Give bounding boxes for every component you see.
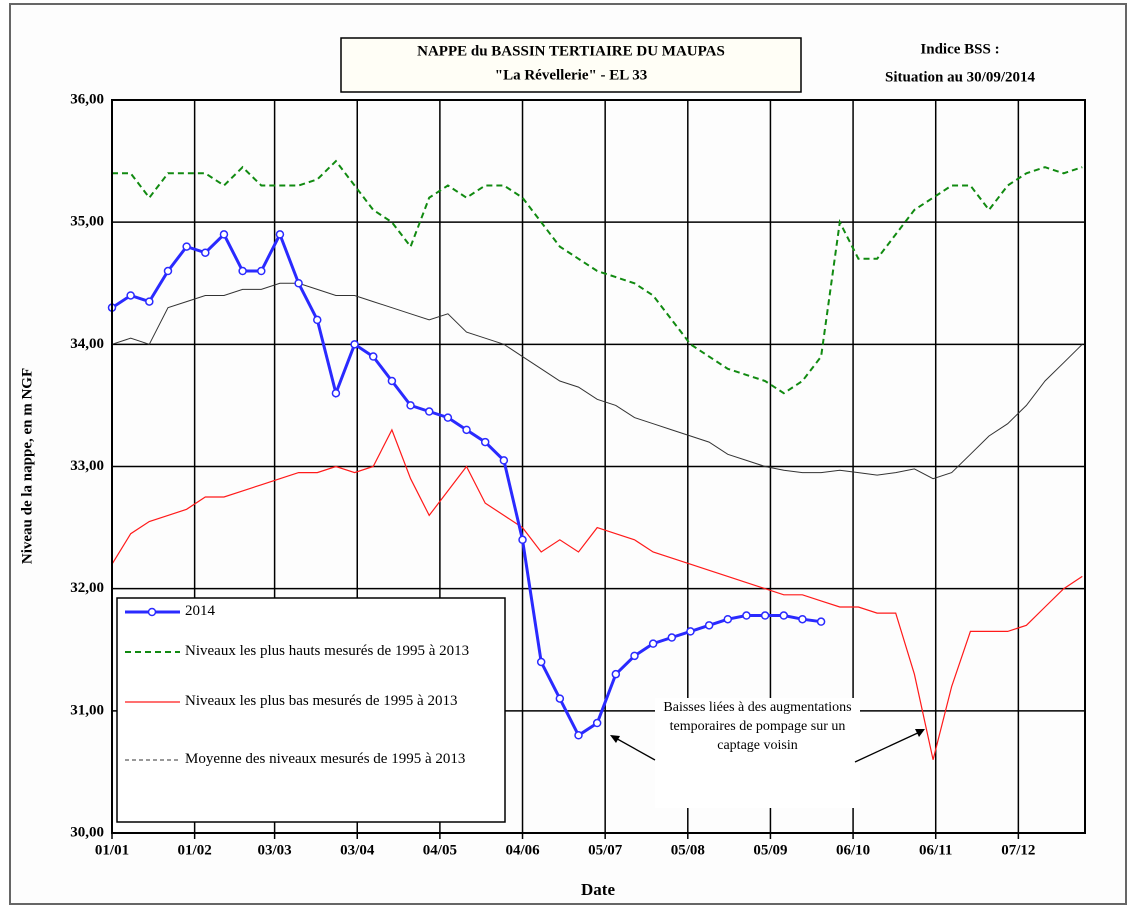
data-point — [686, 627, 695, 636]
data-point — [760, 611, 770, 620]
data-point — [406, 401, 415, 410]
data-point — [667, 633, 677, 642]
y-tick-label: 30,00 — [70, 824, 104, 840]
x-tick-label: 06/10 — [836, 842, 870, 858]
legend-label: 2014 — [185, 603, 215, 619]
legend-entry: Niveaux les plus bas mesurés de 1995 à 2… — [185, 693, 458, 709]
data-point — [313, 315, 322, 325]
data-point — [648, 639, 658, 648]
data-point — [779, 611, 789, 620]
data-point — [294, 279, 303, 288]
info-title: Indice BSS : — [920, 41, 999, 57]
data-point — [499, 456, 509, 465]
y-axis-label: Niveau de la nappe, en m NGF — [19, 368, 35, 564]
x-tick-label: 03/04 — [340, 842, 375, 858]
data-point — [723, 614, 733, 624]
data-point — [350, 340, 359, 349]
x-tick-label: 01/01 — [95, 842, 129, 858]
legend-marker — [147, 607, 157, 617]
annotation: Baisses liées à des augmentations tempor… — [663, 700, 852, 753]
legend-label: Niveaux les plus hauts mesurés de 1995 à… — [185, 643, 470, 659]
x-tick-label: 03/03 — [258, 842, 292, 858]
data-point — [182, 242, 191, 251]
data-point — [555, 694, 565, 703]
x-tick-label: 07/12 — [1001, 842, 1035, 858]
x-tick-label: 01/02 — [178, 842, 212, 858]
y-tick-label: 36,00 — [70, 91, 104, 107]
data-point — [574, 731, 583, 740]
data-point — [798, 614, 807, 624]
data-point — [145, 297, 154, 306]
legend-label: Moyenne des niveaux mesurés de 1995 à 20… — [185, 751, 466, 767]
x-tick-label: 05/08 — [671, 842, 705, 858]
legend-entry: Moyenne des niveaux mesurés de 1995 à 20… — [185, 751, 466, 767]
data-point — [704, 621, 714, 630]
x-axis-label: Date — [581, 880, 615, 899]
data-point — [480, 437, 490, 447]
x-tick-label: 04/05 — [423, 842, 457, 858]
arrow-head — [915, 729, 925, 737]
x-tick-label: 05/07 — [588, 842, 623, 858]
y-tick-label: 31,00 — [70, 702, 104, 718]
data-point — [163, 266, 173, 276]
series-line — [111, 428, 1083, 760]
annotation-box — [655, 698, 860, 808]
legend-label: Niveaux les plus bas mesurés de 1995 à 2… — [185, 693, 458, 709]
data-point — [387, 376, 397, 386]
annotation-text: Baisses liées à des augmentations tempor… — [663, 700, 852, 753]
title-box — [340, 37, 802, 93]
y-tick-label: 35,00 — [70, 214, 104, 230]
series-line — [112, 159, 1083, 395]
legend-entry: Niveaux les plus hauts mesurés de 1995 à… — [185, 643, 470, 659]
data-point — [368, 352, 378, 361]
data-point — [424, 407, 434, 416]
legend-entry: 2014 — [185, 603, 215, 619]
data-point — [742, 611, 751, 620]
data-point — [219, 230, 229, 239]
data-point — [611, 669, 621, 679]
annotation-arrow — [611, 735, 656, 761]
data-point — [126, 291, 135, 300]
y-tick-label: 33,00 — [70, 458, 104, 474]
data-point — [443, 413, 453, 422]
series-line — [111, 282, 1083, 480]
data-point — [518, 535, 527, 545]
plot-frame — [111, 99, 1086, 834]
y-tick-label: 34,00 — [70, 336, 104, 352]
data-point — [816, 617, 826, 626]
data-point — [536, 657, 546, 667]
data-point — [630, 651, 639, 661]
x-tick-label: 05/09 — [753, 842, 787, 858]
data-point — [238, 266, 247, 276]
data-point — [462, 425, 471, 435]
info-date: Situation au 30/09/2014 — [885, 69, 1036, 85]
data-point — [257, 266, 266, 276]
x-tick-label: 04/06 — [505, 842, 540, 858]
x-tick-label: 06/11 — [919, 842, 952, 858]
data-point — [201, 248, 210, 257]
legend-box — [116, 597, 506, 823]
y-tick-label: 32,00 — [70, 580, 104, 596]
data-point — [592, 718, 602, 728]
chart-subtitle: "La Révellerie" - EL 33 — [495, 67, 647, 83]
arrow-head — [610, 735, 620, 743]
data-point — [331, 388, 341, 398]
annotation-arrow — [854, 730, 923, 763]
data-point — [275, 230, 285, 239]
chart-title: NAPPE du BASSIN TERTIAIRE DU MAUPAS — [417, 43, 725, 59]
